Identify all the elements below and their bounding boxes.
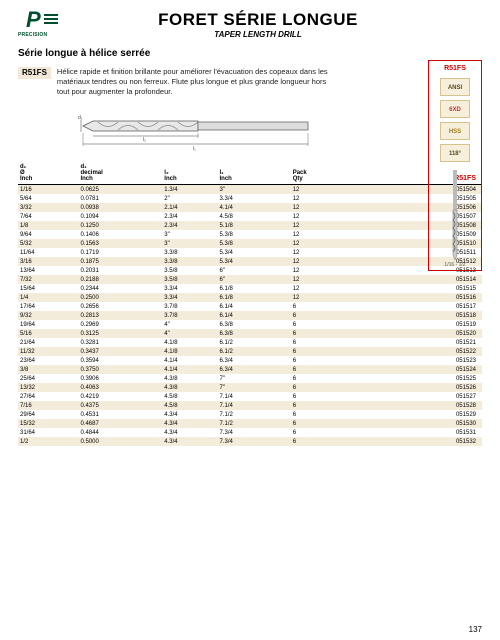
sidebox-header: R51FS xyxy=(429,65,481,72)
table-row: 9/320.28133.7/86.1/46051518 xyxy=(18,311,482,320)
badge-6xd: 6XD xyxy=(440,100,470,118)
description-row: R51FS Hélice rapide et finition brillant… xyxy=(18,67,482,96)
table-row: 7/160.43754.5/87.1/46051528 xyxy=(18,401,482,410)
table-row: 11/320.34374.1/86.1/26051522 xyxy=(18,347,482,356)
table-row: 11/640.17193.3/85.3/412051511 xyxy=(18,248,482,257)
table-row: 31/640.48444.3/47.3/46051531 xyxy=(18,428,482,437)
table-row: 1/40.25003.3/46.1/812051516 xyxy=(18,293,482,302)
spec-sidebox: R51FS ANSI 6XD HSS 118° 1/16 - 1/2 xyxy=(428,60,482,271)
table-row: 7/320.21883.5/86"12051514 xyxy=(18,275,482,284)
page-number: 137 xyxy=(469,625,482,634)
product-description: Hélice rapide et finition brillante pour… xyxy=(57,67,337,96)
badge-hss: HSS xyxy=(440,122,470,140)
col-l1: l₁Inch xyxy=(217,162,272,185)
section-subtitle: Série longue à hélice serrée xyxy=(18,48,482,59)
product-code-badge: R51FS xyxy=(18,67,51,79)
page-header: P PRECISION FORET SÉRIE LONGUE TAPER LEN… xyxy=(18,10,482,42)
dimension-diagram: d₁ l₂ l₁ xyxy=(78,106,482,152)
table-row: 17/640.26563.7/86.1/46051517 xyxy=(18,302,482,311)
table-row: 1/20.50004.3/47.3/46051532 xyxy=(18,437,482,446)
table-row: 19/640.29694"6.3/86051519 xyxy=(18,320,482,329)
page-subtitle-en: TAPER LENGTH DRILL xyxy=(34,30,482,39)
table-row: 1/80.12502.3/45.1/812051508 xyxy=(18,221,482,230)
table-row: 3/80.37504.1/46.3/46051524 xyxy=(18,365,482,374)
col-d1-dec: d₁decimalInch xyxy=(78,162,162,185)
table-row: 27/640.42194.5/87.1/46051527 xyxy=(18,392,482,401)
table-row: 1/160.06251.3/43"12051504 xyxy=(18,185,482,195)
table-row: 5/320.15633"5.3/812051510 xyxy=(18,239,482,248)
page-title: FORET SÉRIE LONGUE xyxy=(34,10,482,30)
drill-side-illustration xyxy=(445,170,465,260)
col-l2: l₂Inch xyxy=(162,162,217,185)
sidebox-caption: 1/16 - 1/2 xyxy=(429,262,481,268)
table-row: 13/320.40634.3/87"6051526 xyxy=(18,383,482,392)
spec-table: d₁ØInch d₁decimalInch l₂Inch l₁Inch Pack… xyxy=(18,162,482,446)
brand-logo: P PRECISION xyxy=(18,10,64,42)
col-qty: PackQty xyxy=(273,162,388,185)
badge-ansi: ANSI xyxy=(440,78,470,96)
table-row: 3/160.18753.3/85.3/412051512 xyxy=(18,257,482,266)
table-row: 15/640.23443.3/46.1/812051515 xyxy=(18,284,482,293)
table-row: 7/640.10942.3/44.5/812051507 xyxy=(18,212,482,221)
badge-angle: 118° xyxy=(440,144,470,162)
table-row: 3/320.09382.1/44.1/412051506 xyxy=(18,203,482,212)
table-row: 29/640.45314.3/47.1/26051529 xyxy=(18,410,482,419)
col-d1-frac: d₁ØInch xyxy=(18,162,78,185)
diagram-label-l2: l₂ xyxy=(143,137,146,143)
logo-text: PRECISION xyxy=(18,32,47,38)
table-row: 9/640.14063"5.3/812051509 xyxy=(18,230,482,239)
table-row: 21/640.32814.1/86.1/26051521 xyxy=(18,338,482,347)
diagram-label-l1: l₁ xyxy=(193,146,196,152)
table-row: 25/640.39064.3/87"6051525 xyxy=(18,374,482,383)
table-row: 13/640.20313.5/86"12051513 xyxy=(18,266,482,275)
table-row: 15/320.46874.3/47.1/26051530 xyxy=(18,419,482,428)
diagram-label-d1: d₁ xyxy=(78,115,83,121)
table-row: 5/160.31254"6.3/86051520 xyxy=(18,329,482,338)
logo-letter: P xyxy=(26,7,39,33)
table-row: 23/640.35944.1/46.3/46051523 xyxy=(18,356,482,365)
table-row: 5/640.07812"3.3/412051505 xyxy=(18,194,482,203)
